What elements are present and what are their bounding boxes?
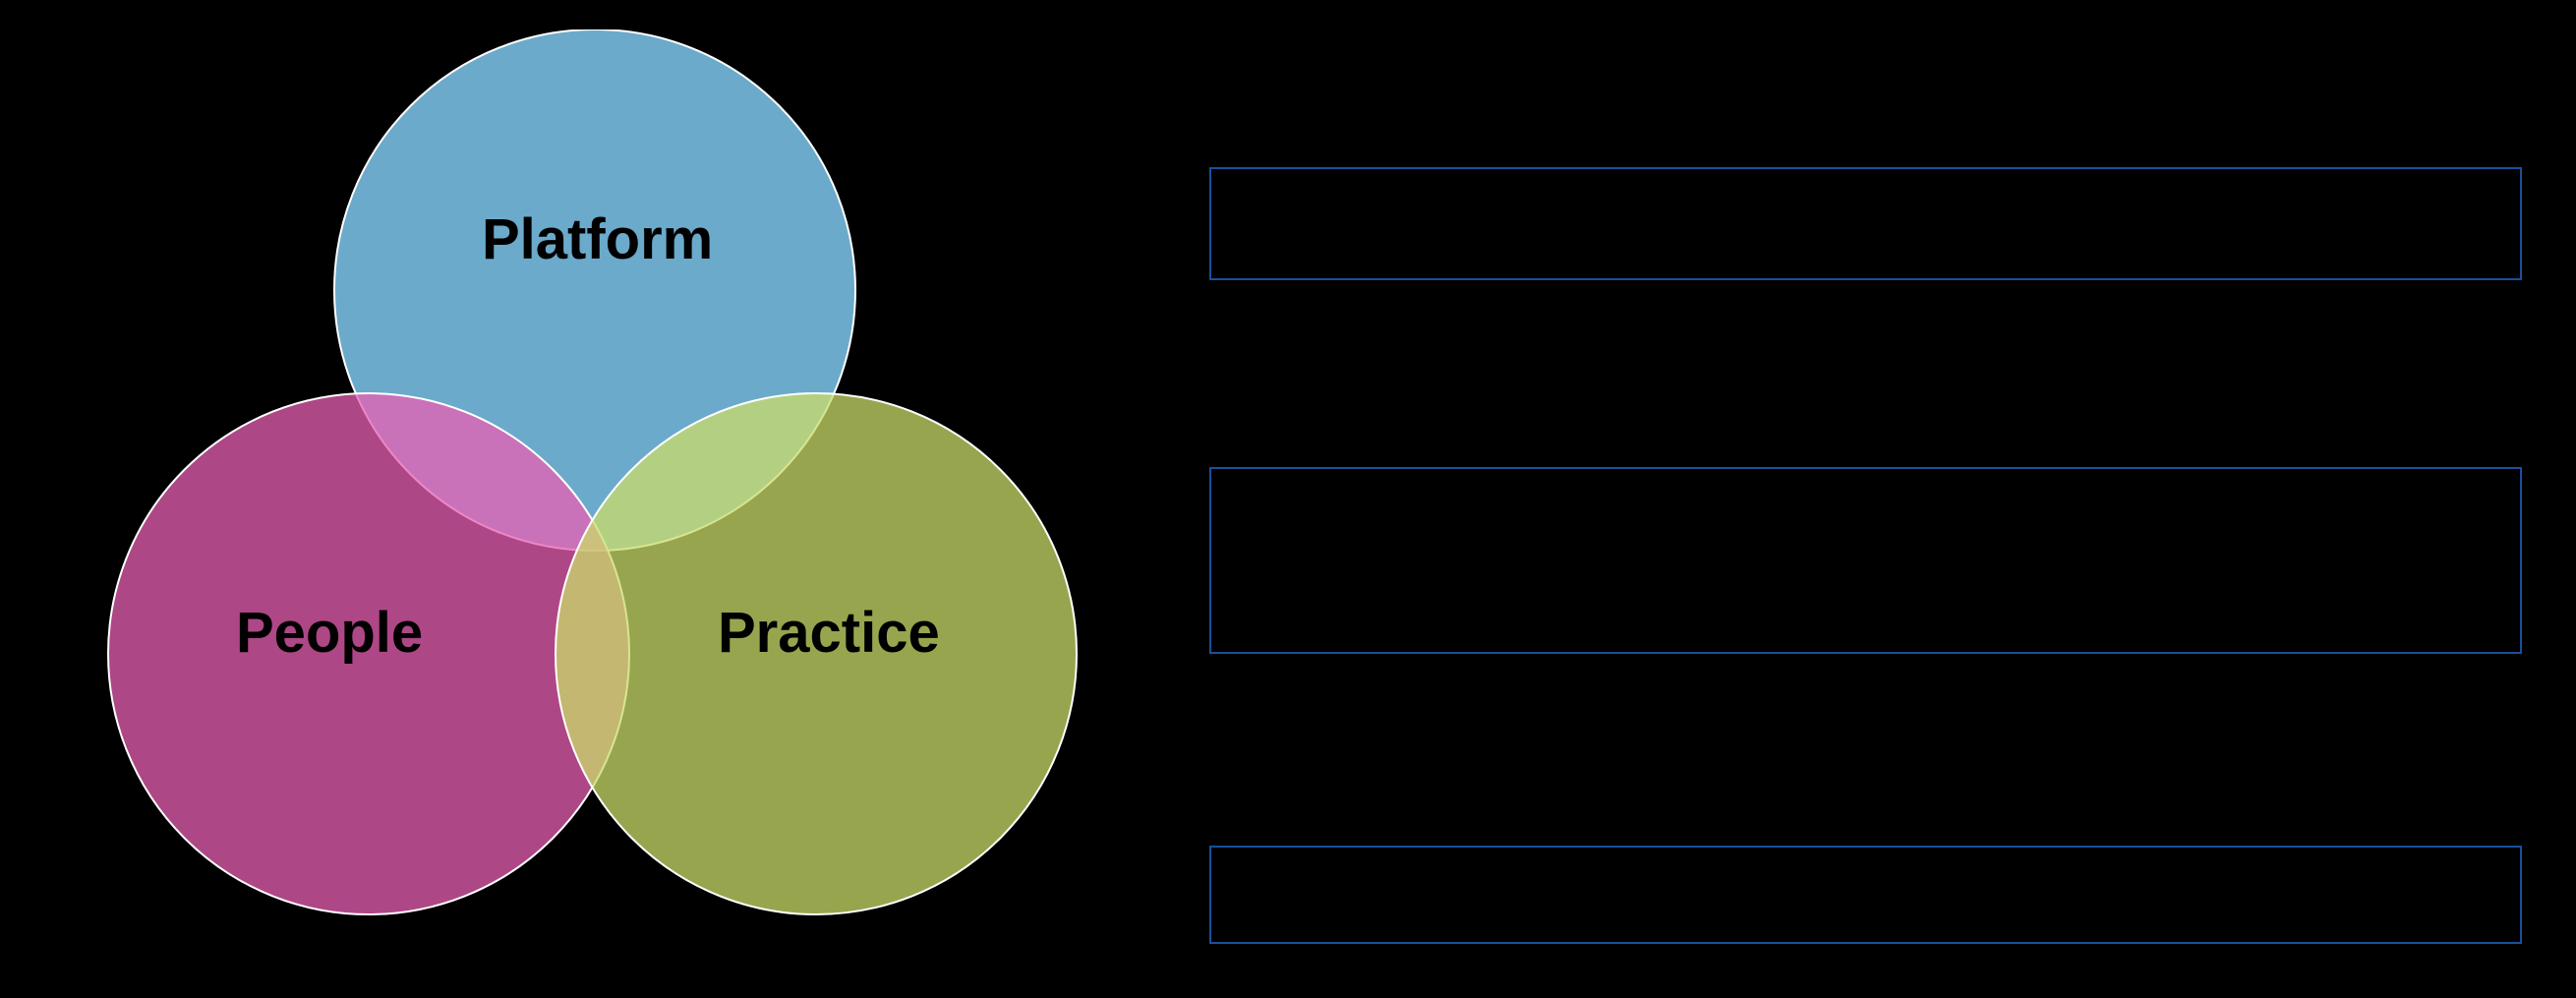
venn-label-practice: Practice: [718, 600, 940, 666]
venn-label-people: People: [236, 600, 423, 666]
venn-label-platform: Platform: [482, 206, 713, 272]
venn-diagram: Platform People Practice: [39, 29, 1121, 973]
info-box-3: [1209, 846, 2522, 944]
info-box-2: [1209, 467, 2522, 654]
info-box-1: [1209, 167, 2522, 280]
info-box-panel: [1209, 167, 2527, 954]
venn-svg: [39, 29, 1121, 973]
